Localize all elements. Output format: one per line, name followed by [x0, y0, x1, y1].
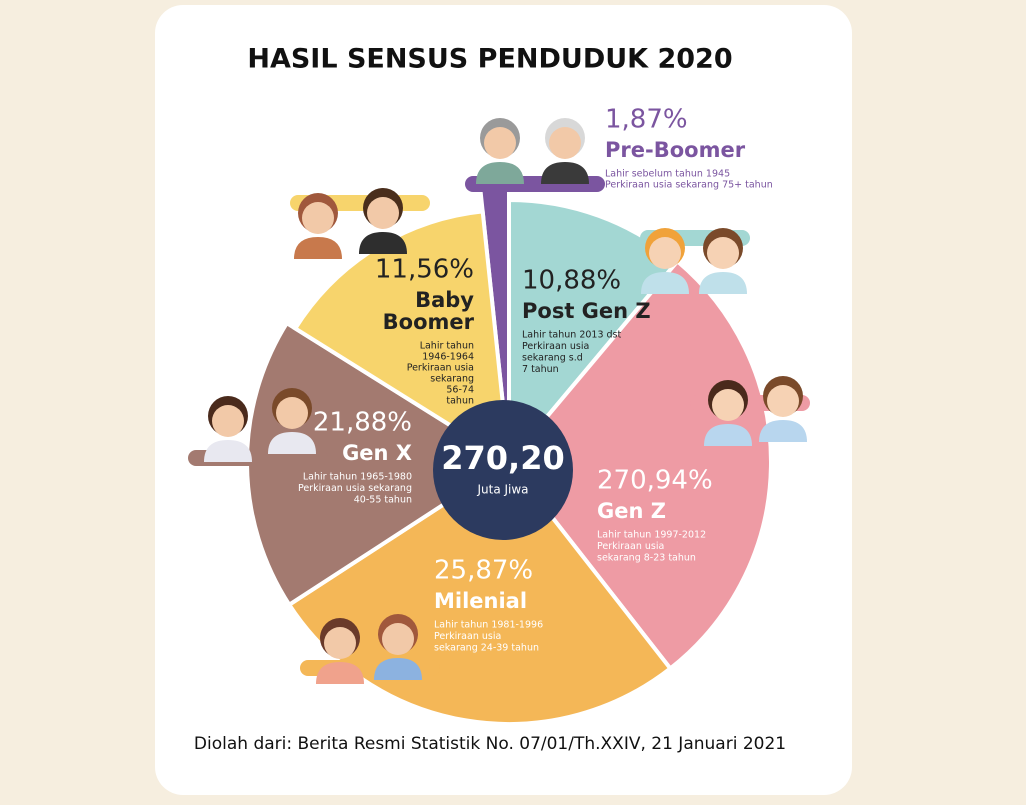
- icon-body: [294, 237, 342, 259]
- segment-percent: 11,56%: [375, 255, 474, 285]
- icon-face: [382, 623, 414, 655]
- icon-face: [276, 397, 308, 429]
- segment-note: 56-74: [446, 385, 474, 396]
- segment-name: Baby: [415, 288, 474, 312]
- pie: [245, 184, 773, 726]
- segment-name: Pre-Boomer: [605, 138, 746, 162]
- segment-percent: 10,88%: [522, 266, 621, 296]
- segment-note: 40-55 tahun: [354, 495, 412, 506]
- segment-note: sekarang: [430, 374, 474, 385]
- segment-percent: 25,87%: [434, 556, 533, 586]
- segment-note: Lahir tahun 1981-1996: [434, 620, 543, 631]
- icon-face: [712, 389, 744, 421]
- icon-body: [704, 424, 752, 446]
- segment-name: Gen Z: [597, 499, 666, 523]
- segment-name: Gen X: [342, 441, 412, 465]
- segment-note: Perkiraan usia: [434, 631, 501, 642]
- segment-name: Milenial: [434, 589, 527, 613]
- segment-name: Post Gen Z: [522, 299, 651, 323]
- icon-face: [484, 127, 516, 159]
- segment-note: Perkiraan usia sekarang 75+ tahun: [605, 180, 773, 191]
- segment-note: Perkiraan usia: [597, 541, 664, 552]
- icon-body: [204, 440, 252, 462]
- segment-note: Lahir tahun 1965-1980: [303, 472, 412, 483]
- segment-note: sekarang 8-23 tahun: [597, 553, 696, 564]
- segment-percent: 21,88%: [313, 408, 412, 438]
- segment-note: sekarang s.d: [522, 353, 583, 364]
- segment-note: sekarang 24-39 tahun: [434, 643, 539, 654]
- icon-face: [367, 197, 399, 229]
- icon-face: [212, 405, 244, 437]
- segment-name: Boomer: [383, 310, 475, 334]
- center-unit: Juta Jiwa: [476, 483, 528, 497]
- segment-note: 7 tahun: [522, 364, 559, 375]
- icon-face: [649, 237, 681, 269]
- segment-note: Lahir tahun 2013 dst: [522, 330, 622, 341]
- segment-note: Lahir sebelum tahun 1945: [605, 169, 730, 180]
- segment-note: Perkiraan usia: [522, 341, 589, 352]
- icon-face: [549, 127, 581, 159]
- icon-face: [302, 202, 334, 234]
- center-value: 270,20: [441, 439, 564, 477]
- segment-percent: 270,94%: [597, 466, 713, 496]
- source: Diolah dari: Berita Resmi Statistik No. …: [194, 734, 786, 754]
- icon-body: [316, 662, 364, 684]
- segment-note: Perkiraan usia: [407, 363, 474, 374]
- icon-body: [541, 162, 589, 184]
- icon-face: [324, 627, 356, 659]
- segment-note: Lahir tahun: [420, 341, 474, 352]
- icon-body: [359, 232, 407, 254]
- segment-note: Perkiraan usia sekarang: [298, 483, 412, 494]
- icons: [188, 118, 810, 684]
- segment-note: tahun: [446, 396, 474, 407]
- icon-body: [374, 658, 422, 680]
- segment-percent: 1,87%: [605, 105, 688, 135]
- icon-body: [476, 162, 524, 184]
- icon-body: [268, 432, 316, 454]
- icon-face: [707, 237, 739, 269]
- icon-body: [641, 272, 689, 294]
- title: HASIL SENSUS PENDUDUK 2020: [247, 44, 732, 75]
- icon-body: [699, 272, 747, 294]
- icon-body: [759, 420, 807, 442]
- icon-face: [767, 385, 799, 417]
- pie-slice: [506, 258, 773, 672]
- segment-note: Lahir tahun 1997-2012: [597, 530, 706, 541]
- center-circle: [433, 400, 573, 540]
- segment-note: 1946-1964: [422, 352, 474, 363]
